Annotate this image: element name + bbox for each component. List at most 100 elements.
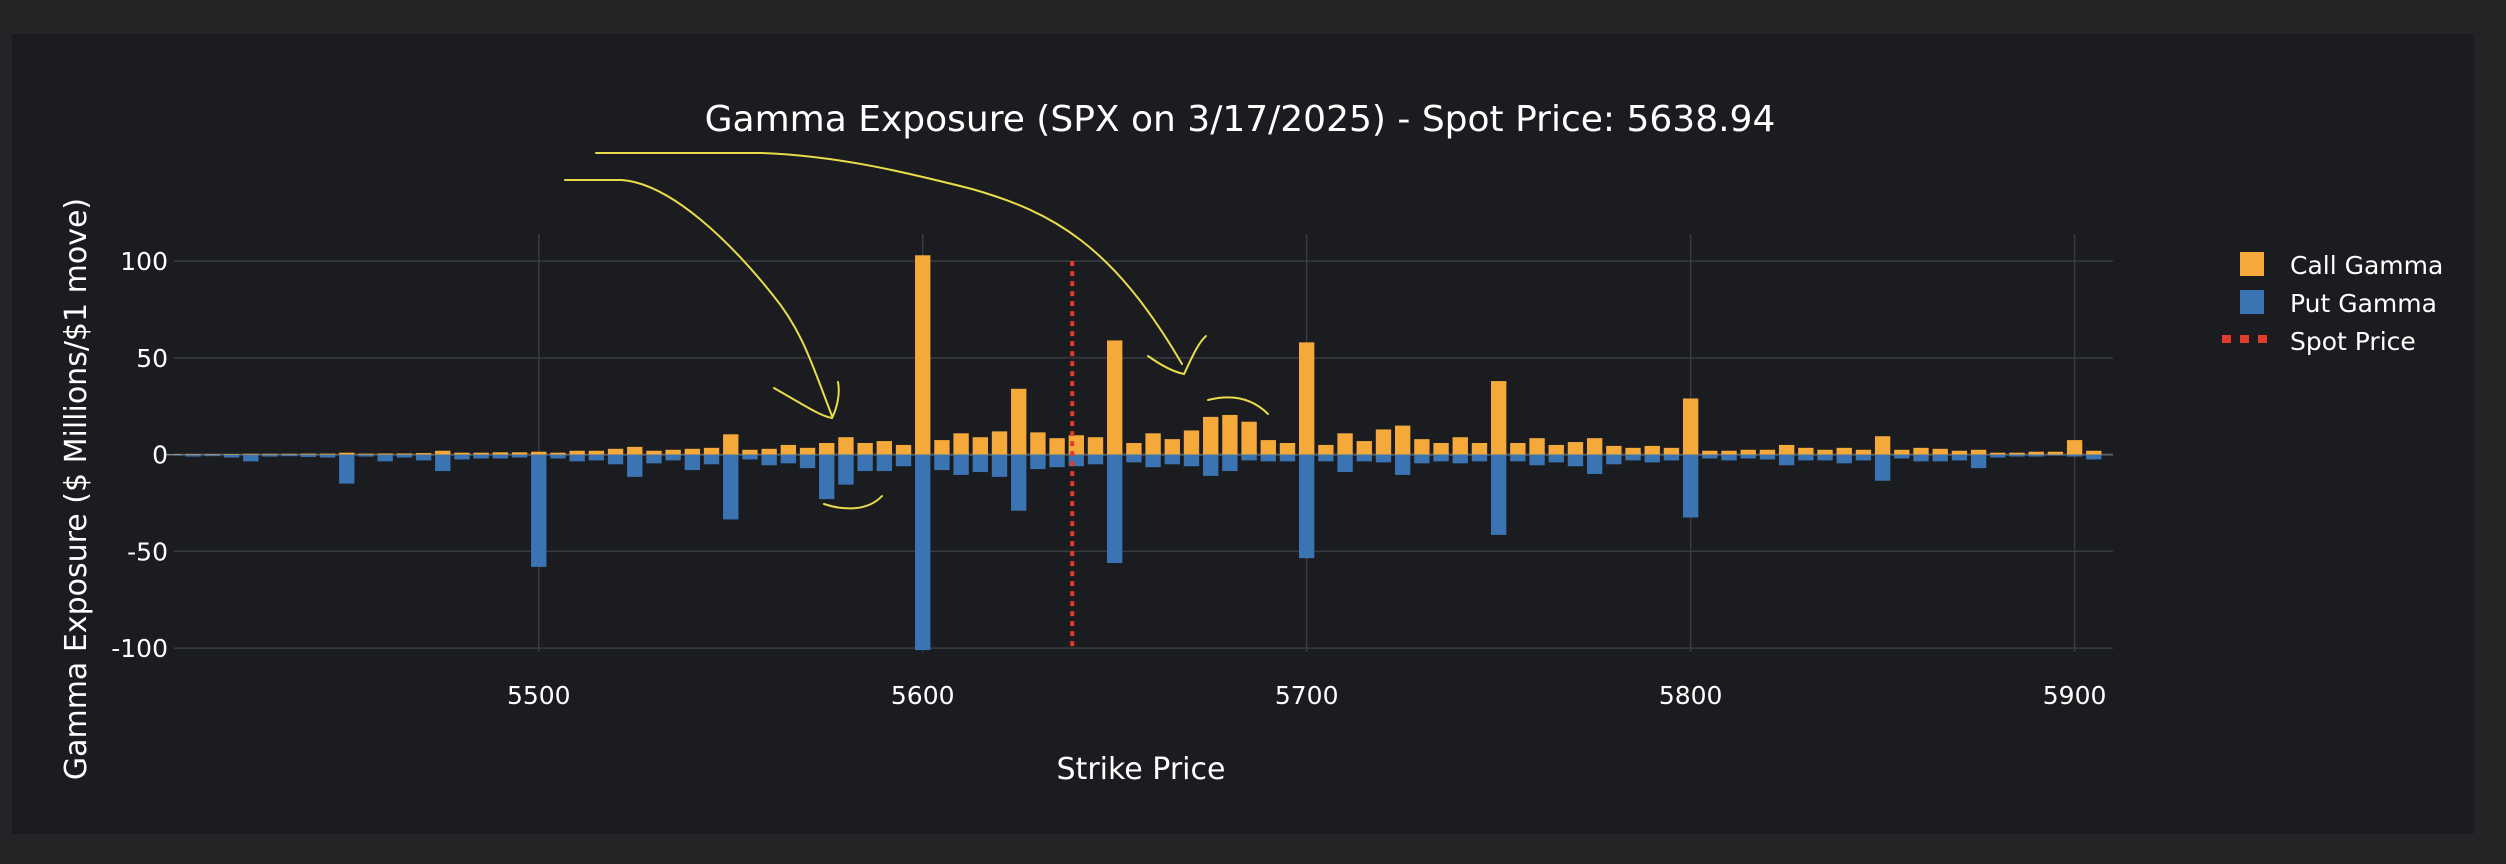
- call-gamma-bar: [1222, 414, 1238, 455]
- put-gamma-bar: [1586, 454, 1603, 474]
- put-gamma-bar: [723, 454, 739, 520]
- y-tick-label: 50: [136, 344, 168, 373]
- put-gamma-bar: [1510, 454, 1526, 462]
- annotation-stroke: [773, 381, 840, 420]
- call-gamma-bar: [2066, 440, 2083, 455]
- put-gamma-bar: [646, 454, 662, 464]
- call-gamma-bar: [1740, 449, 1756, 455]
- call-gamma-bar: [454, 452, 470, 455]
- call-gamma-bar: [396, 453, 413, 455]
- legend-swatch-put-gamma: [2240, 290, 2264, 314]
- call-gamma-bar: [1817, 449, 1833, 455]
- call-gamma-bar: [262, 453, 278, 455]
- put-gamma-bar: [1183, 454, 1200, 467]
- call-gamma-bar: [934, 440, 950, 455]
- put-gamma-bar: [435, 454, 451, 472]
- call-gamma-bar: [799, 447, 816, 455]
- call-gamma-bar: [204, 454, 221, 455]
- put-gamma-bar: [300, 454, 317, 457]
- put-gamma-bar: [1529, 454, 1545, 466]
- call-gamma-bar: [319, 453, 336, 455]
- call-gamma-bar: [1126, 443, 1142, 455]
- call-gamma-bar: [1778, 444, 1795, 455]
- put-gamma-bar: [857, 454, 873, 472]
- call-gamma-bar: [723, 434, 739, 455]
- call-gamma-bar: [761, 448, 777, 455]
- annotation-strokes: [564, 152, 1269, 510]
- x-tick-label: 5500: [507, 681, 571, 710]
- put-gamma-bar: [1894, 454, 1910, 459]
- annotation-stroke: [564, 179, 833, 417]
- x-tick-label: 5600: [891, 681, 955, 710]
- call-gamma-bar: [838, 437, 854, 455]
- call-gamma-bar: [1644, 445, 1660, 455]
- call-gamma-bar: [300, 453, 317, 455]
- put-gamma-bar: [1414, 454, 1430, 464]
- put-gamma-bar: [223, 454, 240, 458]
- call-gamma-bar: [1625, 447, 1641, 455]
- put-gamma-bar: [1970, 454, 1987, 469]
- put-gamma-bar: [1164, 454, 1180, 465]
- call-gamma-bar: [1990, 452, 2006, 455]
- put-gamma-bar: [799, 454, 816, 469]
- put-gamma-bar: [166, 454, 182, 456]
- call-gamma-bar: [1107, 340, 1123, 455]
- call-gamma-bar: [1203, 416, 1219, 455]
- call-gamma-bar: [377, 453, 393, 455]
- call-gamma-bar: [2009, 452, 2025, 455]
- chart-title: Gamma Exposure (SPX on 3/17/2025) - Spot…: [705, 99, 1776, 140]
- call-gamma-bar: [742, 449, 758, 455]
- put-gamma-bar: [262, 454, 278, 457]
- call-gamma-bar: [1721, 450, 1737, 455]
- call-gamma-bar: [243, 453, 259, 455]
- call-gamma-bar: [1682, 398, 1699, 455]
- call-gamma-bar: [1241, 421, 1257, 455]
- call-gamma-bar: [1011, 388, 1027, 455]
- put-gamma-bar: [1951, 454, 1968, 461]
- call-gamma-bar: [1414, 439, 1430, 455]
- call-gamma-bar: [1030, 432, 1046, 455]
- put-gamma-bar: [1337, 454, 1353, 473]
- chart-panel: Gamma Exposure (SPX on 3/17/2025) - Spot…: [12, 34, 2474, 834]
- put-gamma-bar: [1663, 454, 1680, 461]
- call-gamma-bar: [223, 454, 240, 455]
- call-gamma-bar: [1087, 437, 1104, 455]
- put-gamma-bar: [1913, 454, 1929, 462]
- call-gamma-bar: [531, 451, 547, 455]
- put-gamma-bar: [531, 454, 547, 567]
- put-gamma-bar: [761, 454, 777, 466]
- put-gamma-bar: [1606, 454, 1622, 465]
- x-tick-label: 5800: [1659, 681, 1723, 710]
- call-gamma-bar: [1164, 439, 1180, 455]
- put-gamma-bar: [1241, 454, 1257, 461]
- put-gamma-bar: [1682, 454, 1699, 518]
- call-gamma-bar: [435, 450, 451, 455]
- axis-ticks: 5500 5600 5700 5800 5900 -100 -50 0 50 100: [111, 247, 2106, 710]
- put-gamma-bar: [1567, 454, 1584, 467]
- call-gamma-bar: [473, 452, 489, 455]
- put-gamma-bar: [1855, 454, 1872, 461]
- put-gamma-bar: [2086, 454, 2102, 460]
- y-axis-label: Gamma Exposure ($ Millions/$1 move): [59, 198, 94, 780]
- put-gamma-bar: [1030, 454, 1046, 470]
- call-gamma-bar: [1049, 438, 1065, 455]
- put-gamma-bar: [934, 454, 950, 471]
- put-gamma-bar: [1817, 454, 1833, 461]
- put-gamma-bar: [972, 454, 988, 473]
- call-gamma-bar: [1932, 448, 1948, 455]
- put-gamma-bar: [377, 454, 393, 462]
- put-gamma-bar: [838, 454, 854, 485]
- put-gamma-bar: [339, 454, 355, 484]
- put-gamma-bar: [1778, 454, 1795, 466]
- put-gamma-bar: [665, 454, 681, 461]
- call-gamma-bar: [281, 453, 297, 455]
- x-axis-label: Strike Price: [1057, 752, 1226, 787]
- put-gamma-bar: [511, 454, 528, 458]
- put-gamma-bar: [2009, 454, 2025, 457]
- annotation-stroke: [1207, 396, 1269, 415]
- call-gamma-bar: [1759, 449, 1776, 455]
- call-gamma-bar: [1260, 440, 1276, 455]
- call-gamma-bar: [550, 452, 566, 455]
- gamma-exposure-chart: Gamma Exposure (SPX on 3/17/2025) - Spot…: [59, 99, 2443, 787]
- put-gamma-bar: [1299, 454, 1315, 559]
